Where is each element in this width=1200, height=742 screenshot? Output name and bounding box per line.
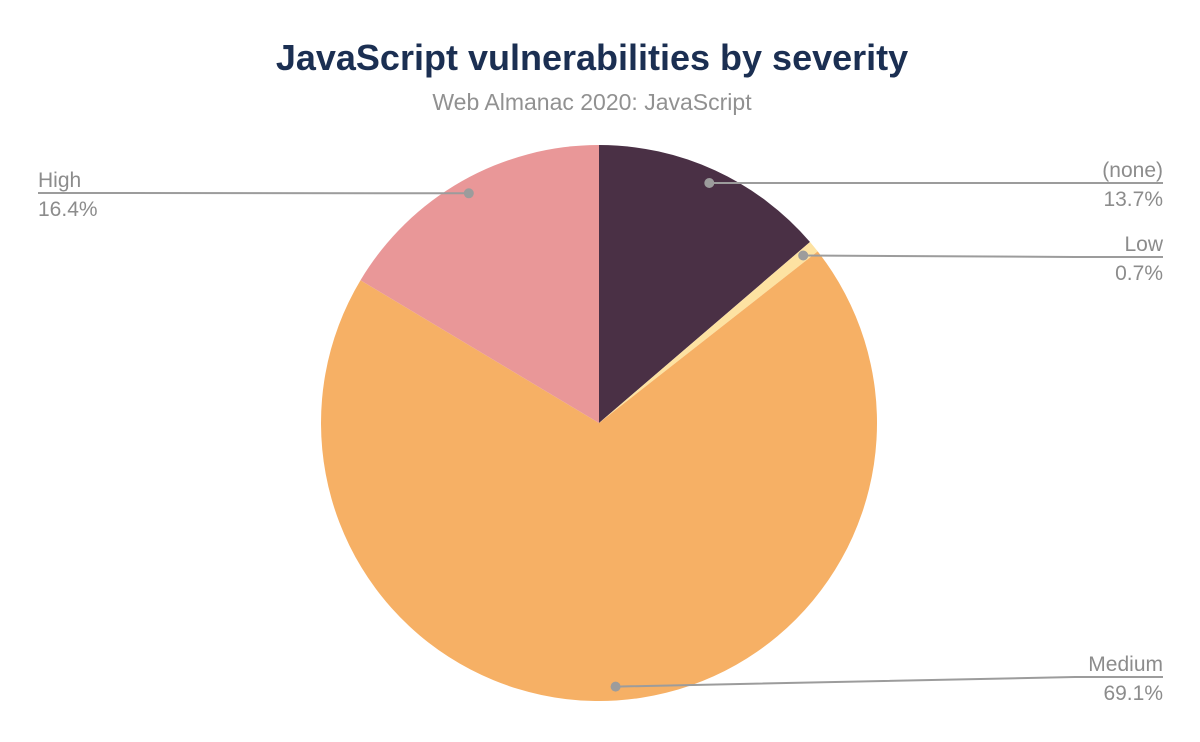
- slice-label-high: High: [38, 169, 81, 192]
- slice-value-medium: 69.1%: [1103, 682, 1163, 705]
- leader-dot-none: [704, 178, 715, 188]
- leader-line-medium: [615, 676, 1163, 688]
- slice-label-none: (none): [1102, 159, 1163, 182]
- pie-slice-medium[interactable]: [321, 251, 878, 702]
- leader-dot-medium: [610, 681, 621, 692]
- slice-value-low: 0.7%: [1115, 262, 1163, 285]
- pie-slice-high[interactable]: [360, 145, 600, 423]
- chart-subtitle: Web Almanac 2020: JavaScript: [432, 89, 752, 115]
- pie-slice-none[interactable]: [599, 145, 810, 423]
- leader-line-low: [803, 254, 1163, 258]
- leader-dot-high: [463, 188, 474, 199]
- slice-value-high: 16.4%: [38, 198, 98, 221]
- slice-label-low: Low: [1124, 233, 1163, 256]
- pie-slice-low[interactable]: [599, 242, 818, 423]
- slice-label-medium: Medium: [1088, 653, 1163, 676]
- chart-title: JavaScript vulnerabilities by severity: [275, 37, 909, 78]
- slice-value-none: 13.7%: [1103, 188, 1163, 211]
- leader-dot-low: [798, 250, 809, 261]
